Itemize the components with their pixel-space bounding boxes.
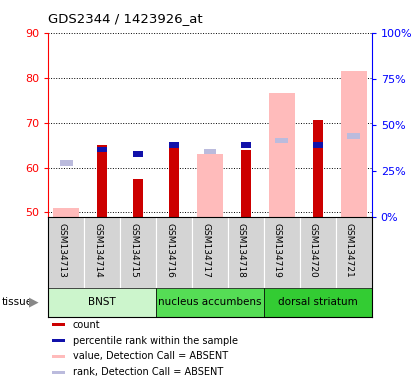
Bar — [48, 288, 156, 317]
Text: ▶: ▶ — [29, 296, 38, 309]
Bar — [241, 142, 251, 148]
Bar — [60, 160, 73, 166]
Bar — [313, 120, 323, 217]
Text: value, Detection Call = ABSENT: value, Detection Call = ABSENT — [73, 351, 228, 361]
Bar — [347, 133, 360, 139]
Text: GSM134719: GSM134719 — [273, 223, 282, 278]
Text: rank, Detection Call = ABSENT: rank, Detection Call = ABSENT — [73, 367, 223, 377]
Bar — [264, 217, 300, 288]
Bar — [197, 154, 223, 217]
Bar — [48, 217, 84, 288]
Bar — [53, 208, 79, 217]
Bar — [120, 217, 156, 288]
Text: GSM134721: GSM134721 — [345, 223, 354, 277]
Bar — [269, 93, 295, 217]
Bar — [84, 217, 120, 288]
Bar — [264, 288, 372, 317]
Text: GSM134714: GSM134714 — [93, 223, 102, 277]
Text: GSM134718: GSM134718 — [237, 223, 246, 278]
Bar — [313, 142, 323, 148]
Bar — [276, 138, 289, 143]
Bar — [156, 217, 192, 288]
Bar — [241, 149, 251, 217]
Text: GSM134717: GSM134717 — [201, 223, 210, 278]
Bar — [204, 149, 216, 154]
Bar — [52, 323, 65, 326]
Bar — [169, 142, 179, 148]
Bar — [336, 217, 372, 288]
Text: GDS2344 / 1423926_at: GDS2344 / 1423926_at — [48, 12, 203, 25]
Text: GSM134715: GSM134715 — [129, 223, 138, 278]
Text: GSM134713: GSM134713 — [57, 223, 66, 278]
Bar — [52, 355, 65, 358]
Text: nucleus accumbens: nucleus accumbens — [158, 297, 262, 308]
Text: tissue: tissue — [2, 297, 33, 308]
Text: GSM134716: GSM134716 — [165, 223, 174, 278]
Bar — [192, 217, 228, 288]
Bar — [133, 179, 143, 217]
Bar — [228, 217, 264, 288]
Bar — [169, 145, 179, 217]
Bar — [97, 145, 107, 217]
Text: dorsal striatum: dorsal striatum — [278, 297, 358, 308]
Bar — [52, 371, 65, 374]
Text: count: count — [73, 320, 100, 330]
Bar — [156, 288, 264, 317]
Bar — [52, 339, 65, 342]
Bar — [97, 147, 107, 152]
Text: GSM134720: GSM134720 — [309, 223, 318, 277]
Bar — [133, 151, 143, 157]
Bar — [341, 71, 367, 217]
Bar — [300, 217, 336, 288]
Text: percentile rank within the sample: percentile rank within the sample — [73, 336, 238, 346]
Text: BNST: BNST — [88, 297, 116, 308]
